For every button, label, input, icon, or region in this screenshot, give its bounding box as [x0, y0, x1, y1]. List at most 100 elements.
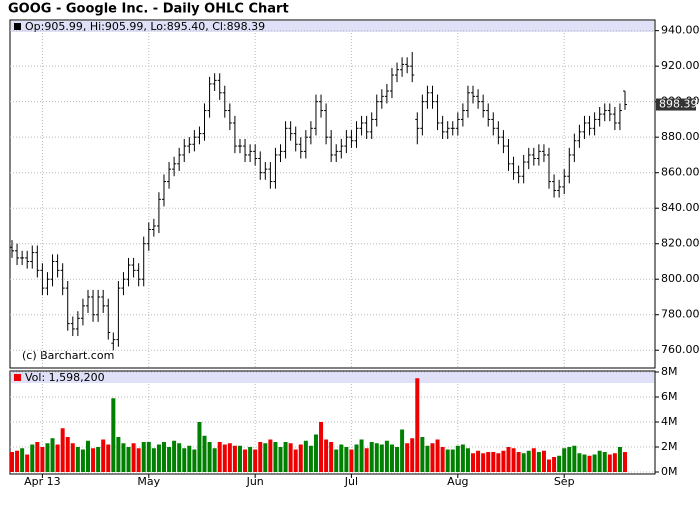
volume-bar [471, 453, 476, 472]
volume-bar [476, 450, 481, 472]
price-info: Op:905.99, Hi:905.99, Lo:895.40, Cl:898.… [25, 20, 265, 33]
volume-bar [232, 445, 237, 472]
volume-bar [577, 453, 582, 472]
volume-bar [243, 449, 248, 472]
volume-bar [430, 443, 435, 472]
volume-bar [557, 455, 562, 472]
volume-bar [567, 447, 572, 472]
x-tick-label: Aug [447, 475, 468, 488]
volume-bar [298, 444, 303, 472]
volume-bar [197, 422, 202, 472]
volume-bar [552, 457, 557, 472]
volume-bar [410, 438, 415, 472]
volume-bar [248, 447, 253, 472]
volume-bar [141, 442, 146, 472]
volume-bar [455, 445, 460, 472]
volume-bar [156, 444, 161, 472]
y-tick-label: 940.00 [661, 24, 700, 37]
volume-bar [101, 439, 106, 472]
volume-bar [253, 449, 258, 472]
volume-bar [131, 443, 136, 472]
volume-bar [50, 438, 55, 472]
volume-bar [283, 442, 288, 472]
volume-bar [258, 442, 263, 472]
volume-bar [80, 449, 85, 472]
volume-bar [15, 450, 20, 472]
volume-bar [547, 459, 552, 472]
volume-bar [111, 398, 116, 472]
x-tick-label: Apr 13 [24, 475, 61, 488]
volume-bar [70, 443, 75, 472]
y-tick-label: 6M [661, 390, 678, 403]
volume-bar [612, 453, 617, 472]
volume-bar [319, 422, 324, 472]
volume-bar [465, 448, 470, 472]
volume-bar [91, 448, 96, 472]
volume-bar [313, 434, 318, 472]
volume-bar [30, 444, 35, 472]
volume-bar [460, 444, 465, 472]
volume-bar [354, 444, 359, 472]
volume-bar [237, 445, 242, 472]
volume-bar [146, 442, 151, 472]
volume-bar [400, 429, 405, 472]
y-tick-label: 760.00 [661, 343, 700, 356]
volume-bar [288, 443, 293, 472]
y-tick-label: 800.00 [661, 272, 700, 285]
volume-bar [511, 448, 516, 472]
volume-bar [339, 444, 344, 472]
volume-bar [151, 448, 156, 472]
volume-bar [491, 452, 496, 472]
volume-bar [374, 443, 379, 472]
x-tick-label: Sep [554, 475, 575, 488]
volume-bar [526, 450, 531, 472]
volume-bar [364, 448, 369, 472]
volume-bar [136, 448, 141, 472]
y-tick-label: 0M [661, 465, 678, 478]
volume-bar [308, 445, 313, 472]
volume-bar [349, 449, 354, 472]
y-tick-label: 780.00 [661, 308, 700, 321]
volume-bar [217, 442, 222, 472]
volume-bar [116, 437, 121, 472]
volume-bar [329, 442, 334, 472]
volume-bar [425, 445, 430, 472]
price-swatch [14, 23, 21, 30]
volume-bar [602, 452, 607, 472]
volume-bar [263, 443, 268, 472]
volume-bar [202, 435, 207, 472]
volume-bar [344, 447, 349, 472]
volume-bar [486, 452, 491, 472]
volume-bar [415, 378, 420, 472]
x-tick-label: Jul [344, 475, 358, 488]
volume-bar [587, 455, 592, 472]
volume-bar [227, 443, 232, 472]
y-tick-label: 920.00 [661, 59, 700, 72]
volume-bar [440, 447, 445, 472]
volume-bar [597, 450, 602, 472]
volume-bar [121, 443, 126, 472]
volume-bar [278, 447, 283, 472]
volume-bar [182, 448, 187, 472]
volume-bar [384, 440, 389, 472]
volume-bar [592, 454, 597, 472]
volume-bar [10, 452, 14, 472]
credit: (c) Barchart.com [22, 349, 114, 362]
last-price-label: 898.39 [659, 98, 698, 111]
volume-bar [293, 449, 298, 472]
y-tick-label: 840.00 [661, 201, 700, 214]
volume-bar [324, 439, 329, 472]
x-tick-label: May [137, 475, 160, 488]
volume-bar [167, 447, 172, 472]
x-tick-label: Jun [246, 475, 264, 488]
volume-bar [501, 450, 506, 472]
y-tick-label: 4M [661, 415, 678, 428]
volume-label: Vol: 1,598,200 [25, 371, 105, 384]
volume-bar [60, 428, 65, 472]
volume-bar [222, 444, 227, 472]
volume-bar [420, 437, 425, 472]
volume-swatch [14, 374, 21, 381]
volume-bar [506, 447, 511, 472]
volume-bar [521, 453, 526, 472]
